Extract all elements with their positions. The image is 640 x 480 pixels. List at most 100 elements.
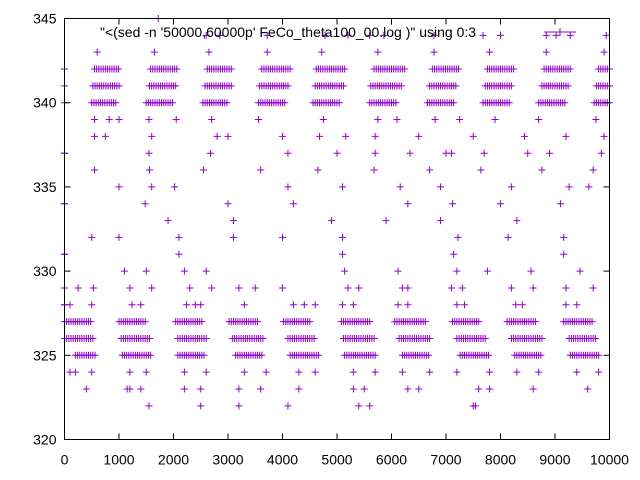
data-point [175,233,183,241]
data-point [531,318,539,326]
data-point [88,233,96,241]
x-tick-label: 8000 [485,452,516,468]
data-point [437,217,445,225]
data-point [197,301,205,309]
data-point [471,402,479,410]
x-tick-label: 6000 [376,452,407,468]
data-point [504,233,512,241]
data-point [146,166,154,174]
data-point [447,284,455,292]
data-point [518,301,526,309]
data-point [542,31,550,39]
data-point [371,351,379,359]
data-point [115,183,123,191]
data-point [394,301,402,309]
data-point [404,301,412,309]
data-point [481,334,489,342]
data-point [404,385,412,393]
data-point [366,402,374,410]
data-point [560,233,568,241]
data-point [306,318,314,326]
data-point [454,233,462,241]
data-point [90,116,98,124]
data-point [338,183,346,191]
data-point [279,284,286,292]
data-point [447,149,455,157]
data-point [101,132,109,140]
data-point [374,48,382,56]
data-point [115,233,123,241]
data-point [344,31,352,39]
data-point [126,284,134,292]
data-point [338,301,346,309]
data-point [584,385,592,393]
data-point [483,267,491,275]
data-point [289,301,297,309]
x-axis: 0 1000 2000 3000 4000 5000 6000 7000 8000 9000 100… [61,18,629,468]
data-point [202,31,210,39]
data-point [394,267,402,275]
data-point [319,116,327,124]
data-point [205,48,213,56]
data-point [126,385,134,393]
data-point [589,284,597,292]
data-point [524,149,532,157]
data-point [437,183,445,191]
data-point [513,217,521,225]
data-point [114,65,122,73]
data-point [425,351,433,359]
data-point [510,65,518,73]
data-point [486,48,494,56]
data-point [453,301,461,309]
data-point [366,31,374,39]
data-point [311,301,319,309]
data-point [538,334,546,342]
data-point [421,318,429,326]
y-tick-label: 320 [33,432,57,448]
data-point [145,402,153,410]
data-point [263,48,271,56]
data-point [349,385,357,393]
x-tick-label: 2000 [158,452,189,468]
data-point [491,116,499,124]
data-point [147,351,155,359]
data-point [229,217,237,225]
data-point [227,65,235,73]
data-point [479,31,487,39]
data-point [259,334,267,342]
data-point [507,284,515,292]
x-tick-label: 5000 [321,452,352,468]
data-point [453,267,461,275]
data-point [382,217,390,225]
data-point [355,402,363,410]
data-point [164,217,172,225]
data-point [142,368,150,376]
data-point [458,284,466,292]
data-point [224,200,232,208]
data-point [168,99,176,107]
data-point [255,116,263,124]
data-point [341,65,349,73]
data-point [512,301,520,309]
data-point [173,65,181,73]
x-tick-label: 9000 [539,452,570,468]
data-point [344,284,352,292]
data-point [520,132,528,140]
data-point [82,385,90,393]
data-point [223,99,231,107]
data-point [370,334,378,342]
data-point [366,318,374,326]
data-point [360,385,368,393]
data-point [126,368,134,376]
data-point [529,284,537,292]
x-tick-label: 1000 [103,452,134,468]
data-point [88,301,96,309]
data-point [284,82,292,90]
data-point [240,368,248,376]
data-point [485,351,493,359]
data-point [197,402,205,410]
data-point [148,183,156,191]
data-point [333,149,341,157]
data-point [262,368,270,376]
data-point [87,318,95,326]
